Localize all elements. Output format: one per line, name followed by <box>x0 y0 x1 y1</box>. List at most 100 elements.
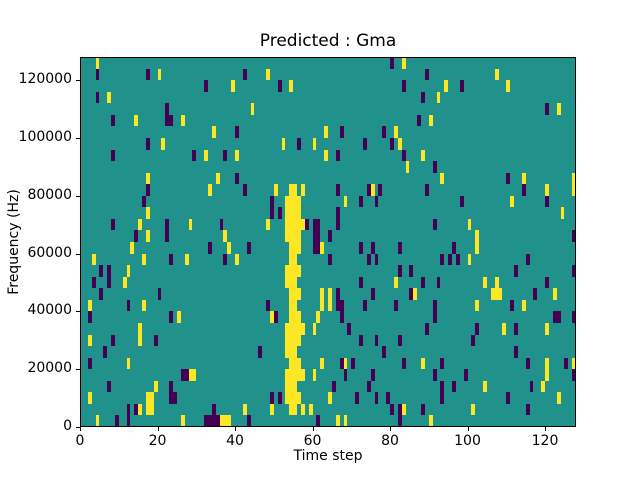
heatmap-cell <box>494 276 499 289</box>
heatmap-cell <box>370 369 375 381</box>
heatmap-cell <box>335 415 340 426</box>
heatmap-cell <box>289 253 294 266</box>
heatmap-cell <box>312 322 317 335</box>
heatmap-cell <box>297 288 301 300</box>
heatmap-cell <box>293 253 297 266</box>
heatmap-cell <box>207 184 212 196</box>
heatmap-cell <box>126 265 131 277</box>
heatmap-cell <box>397 334 402 347</box>
heatmap-cell <box>145 184 150 196</box>
heatmap-cell <box>521 299 526 312</box>
heatmap-cell <box>289 369 294 381</box>
heatmap-cell <box>343 357 348 370</box>
heatmap-cell <box>91 253 96 266</box>
heatmap-cell <box>401 149 406 162</box>
heatmap-cell <box>293 311 297 323</box>
heatmap-cell <box>235 149 239 162</box>
heatmap-cell <box>359 334 363 347</box>
heatmap-cell <box>529 380 534 393</box>
heatmap-cell <box>467 218 472 231</box>
heatmap-cell <box>126 299 131 312</box>
heatmap-cell <box>572 311 575 323</box>
heatmap-cell <box>300 218 305 231</box>
heatmap-cell <box>293 184 297 196</box>
heatmap-cell <box>448 253 452 266</box>
heatmap-cell <box>393 126 398 138</box>
heatmap-cell <box>223 149 228 162</box>
heatmap-cell <box>207 242 212 254</box>
x-tick-label: 0 <box>75 433 85 449</box>
heatmap-cell <box>165 114 170 127</box>
heatmap-cell <box>455 253 460 266</box>
heatmap-cell <box>297 242 301 254</box>
heatmap-cell <box>424 322 429 335</box>
heatmap-cell <box>95 58 100 69</box>
heatmap-cell <box>293 346 297 358</box>
heatmap-cell <box>269 311 274 323</box>
heatmap-cell <box>285 195 290 208</box>
heatmap-cell <box>87 392 92 404</box>
heatmap-cell <box>103 346 108 358</box>
heatmap-cell <box>289 334 294 347</box>
heatmap-cell <box>269 403 274 416</box>
heatmap-cell <box>293 242 297 254</box>
heatmap-cell <box>289 80 294 92</box>
y-tick-label: 40000 <box>27 302 72 319</box>
heatmap-cell <box>149 403 154 416</box>
heatmap-cell <box>300 369 305 381</box>
heatmap-cell <box>95 68 100 81</box>
heatmap-cell <box>533 288 538 300</box>
heatmap-cell <box>235 126 239 138</box>
heatmap-cell <box>297 322 301 335</box>
heatmap-cell <box>297 311 301 323</box>
heatmap-cell <box>312 218 317 231</box>
heatmap-cell <box>142 299 146 312</box>
heatmap-cell <box>289 184 294 196</box>
heatmap-cell <box>572 369 575 381</box>
heatmap-cell <box>370 184 375 196</box>
heatmap-cell <box>316 415 321 426</box>
heatmap-cell <box>545 103 549 115</box>
x-tick-mark <box>467 427 469 431</box>
heatmap-cell <box>149 392 154 404</box>
heatmap-cell <box>204 149 208 162</box>
heatmap-cell <box>483 380 487 393</box>
heatmap-cell <box>378 184 383 196</box>
heatmap-cell <box>413 288 418 300</box>
y-tick-mark <box>76 137 80 139</box>
heatmap-cell <box>401 80 406 92</box>
y-tick-mark <box>76 253 80 255</box>
heatmap-cell <box>572 265 575 277</box>
heatmap-cell <box>293 195 297 208</box>
heatmap-cell <box>231 80 235 92</box>
heatmap-cell <box>397 265 402 277</box>
heatmap-cell <box>246 415 251 426</box>
heatmap-cell <box>328 299 332 312</box>
heatmap-cell <box>409 265 414 277</box>
heatmap-cell <box>335 218 340 231</box>
heatmap-cell <box>320 288 325 300</box>
heatmap-cell <box>428 415 433 426</box>
heatmap-cell <box>421 403 425 416</box>
y-tick-mark <box>76 195 80 197</box>
heatmap-cell <box>545 357 549 370</box>
heatmap-cell <box>300 403 305 416</box>
heatmap-cell <box>293 369 297 381</box>
heatmap-cell <box>572 172 575 185</box>
heatmap-cell <box>107 276 111 289</box>
heatmap-cell <box>188 369 193 381</box>
heatmap-cell <box>401 58 406 69</box>
heatmap-cell <box>510 299 514 312</box>
heatmap-cell <box>459 195 464 208</box>
heatmap-cell <box>277 207 282 219</box>
heatmap-cell <box>440 392 445 404</box>
heatmap-cell <box>169 114 173 127</box>
heatmap-cell <box>289 218 294 231</box>
heatmap-cell <box>374 195 379 208</box>
heatmap-cell <box>475 322 480 335</box>
heatmap-cell <box>382 346 387 358</box>
heatmap-cell <box>161 137 166 150</box>
heatmap-cell <box>506 80 511 92</box>
heatmap-cell <box>219 218 224 231</box>
